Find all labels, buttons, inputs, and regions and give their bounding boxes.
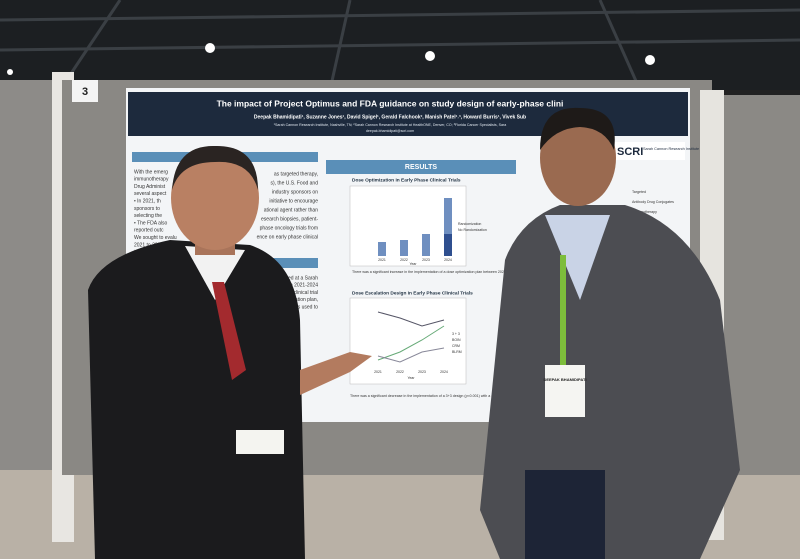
- ceiling-beams: [0, 0, 800, 91]
- x-tick-label: 2024: [444, 258, 452, 262]
- x-tick-label: 2023: [422, 258, 430, 262]
- methods-line: imization plan,: [286, 297, 318, 303]
- chart1-labels: 2021 2022 2023 2024 Year Randomization No Rand…: [378, 222, 487, 266]
- person-right: DEEPAK BHAMIDIPATI: [480, 107, 740, 559]
- legend-entry: Immunotherapy: [632, 210, 657, 214]
- x-axis-title: Year: [409, 262, 417, 266]
- board-right: [724, 95, 800, 475]
- board-number-card: [72, 80, 98, 102]
- intro-line: • The FDA also: [134, 220, 168, 226]
- legend-entry: CRM: [452, 344, 460, 348]
- legend-entry: Antibody Drug Conjugates: [632, 200, 674, 204]
- intro-line: • In 2021, th: [134, 199, 161, 205]
- chart1-title: Dose Optimization in Early Phase Clinica…: [352, 177, 461, 183]
- intro-line: ence on early phase clinical: [257, 234, 318, 240]
- ceiling-lights: [7, 43, 655, 75]
- methods-line: ses used to: [292, 305, 318, 311]
- intro-line: immunotherapy: [134, 177, 169, 183]
- right-legend: Targeted Antibody Drug Conjugates Immunoth…: [632, 190, 674, 214]
- legend-entry: 3 + 3: [452, 332, 460, 336]
- poster-title: The impact of Project Optimus and FDA gu…: [217, 98, 564, 108]
- chart2-frame: [349, 297, 467, 385]
- results-heading: RESULTS: [405, 164, 437, 171]
- results-header: [326, 160, 516, 174]
- intro-line: We sought to evalu: [134, 235, 177, 241]
- chart2-title: Dose Escalation Design in Early Phase Cl…: [352, 290, 473, 296]
- logo-box: [615, 142, 685, 160]
- intro-line: initiative to encourage: [269, 198, 318, 204]
- methods-line: ach clinical trial: [284, 290, 318, 296]
- intro-line: sponsors to: [134, 206, 160, 212]
- poster-email: deepak.bhamidipati@scri.com: [366, 129, 414, 133]
- legend-entry: No Randomization: [458, 228, 487, 232]
- intro-line: selecting the: [134, 213, 162, 219]
- intro-line: Drug Administ: [134, 184, 166, 190]
- x-tick-label: 2023: [418, 370, 426, 374]
- legend-entry: BOIN: [452, 338, 461, 342]
- chart2-lines: [377, 311, 445, 363]
- x-tick-label: 2024: [440, 370, 448, 374]
- intro-line: as targeted therapy,: [274, 171, 318, 177]
- x-tick-label: 2021: [378, 258, 386, 262]
- intro-line: s), the U.S. Food and: [270, 180, 318, 186]
- x-tick-label: 2022: [396, 370, 404, 374]
- board-left: [0, 80, 60, 470]
- intro-line: reported outc: [134, 228, 164, 234]
- intro-line: esearch biopsies, patient-: [261, 216, 318, 222]
- chart1-bars: [378, 198, 452, 256]
- legend-entry: Randomization: [458, 222, 481, 226]
- poster-affiliations: ¹Sarah Cannon Research Institute, Nashvi…: [274, 123, 506, 127]
- x-tick-label: 2022: [400, 258, 408, 262]
- chart2-caption: There was a significant decrease in the …: [350, 394, 602, 398]
- intro-line: several aspect: [134, 191, 167, 197]
- legend-entry: BLRM: [452, 350, 462, 354]
- legend-entry: Targeted: [632, 190, 646, 194]
- logo-text: Sarah Cannon Research Institute: [643, 147, 699, 151]
- logo: SCRI: [617, 146, 643, 158]
- intro-line: ational agent rather than: [264, 207, 318, 213]
- poster-authors: Deepak Bhamidipati¹, Suzanne Jones¹, Dav…: [254, 114, 526, 120]
- intro-line: industry sponsors on: [272, 189, 318, 195]
- badge-name: DEEPAK BHAMIDIPATI: [543, 377, 586, 382]
- intro-line: With the emerg: [134, 169, 168, 175]
- intro-line: phase oncology trials from: [260, 225, 318, 231]
- board-number: 3: [82, 86, 88, 98]
- person-left: [88, 145, 372, 559]
- chart2-labels: 2021 2022 2023 2024 Year 3 + 3 BOIN CRM BLRM: [374, 332, 462, 380]
- x-tick-label: 2021: [374, 370, 382, 374]
- x-axis-title: Year: [407, 376, 415, 380]
